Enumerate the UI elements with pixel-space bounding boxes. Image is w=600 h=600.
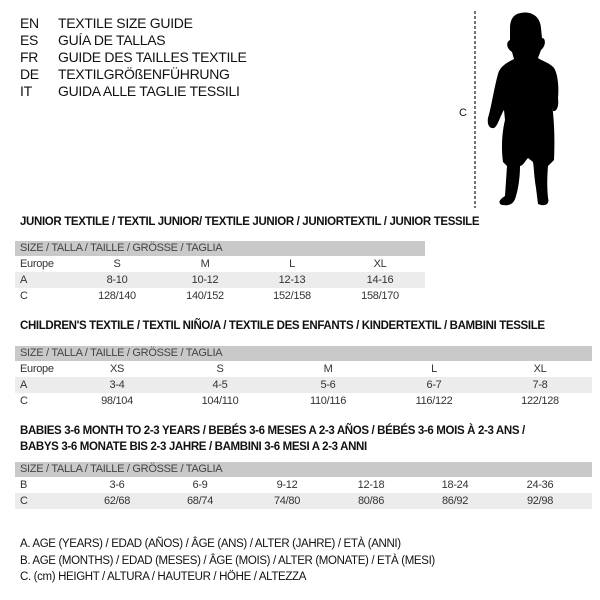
lang-code: DE — [20, 66, 39, 82]
table-row: C 62/68 68/74 74/80 80/86 86/92 92/98 — [15, 493, 592, 509]
size-header-band: SIZE / TALLA / TAILLE / GRÖSSE / TAGLIA — [15, 241, 425, 256]
children-size-table: SIZE / TALLA / TAILLE / GRÖSSE / TAGLIA E… — [15, 346, 592, 409]
row-label: A — [20, 274, 28, 286]
row-label: C — [20, 495, 28, 507]
table-cell: 140/152 — [186, 290, 224, 302]
table-row: Europe S M L XL — [15, 256, 425, 272]
table-cell: 86/92 — [441, 495, 469, 507]
title-text: GUIDA ALLE TAGLIE TESSILI — [58, 83, 240, 99]
row-label: B — [20, 479, 28, 491]
babies-size-table: SIZE / TALLA / TAILLE / GRÖSSE / TAGLIA B… — [15, 462, 592, 509]
table-cell: 158/170 — [361, 290, 399, 302]
table-cell: 104/110 — [201, 395, 239, 407]
table-cell: 9-12 — [276, 479, 298, 491]
size-header-band: SIZE / TALLA / TAILLE / GRÖSSE / TAGLIA — [15, 346, 592, 361]
table-row: A 3-4 4-5 5-6 6-7 7-8 — [15, 377, 592, 393]
table-cell: 128/140 — [98, 290, 136, 302]
height-label: C — [459, 107, 467, 119]
title-de: DE TEXTILGRÖßENFÜHRUNG — [20, 66, 230, 83]
table-cell: 122/128 — [521, 395, 559, 407]
size-header-band: SIZE / TALLA / TAILLE / GRÖSSE / TAGLIA — [15, 462, 592, 477]
table-cell: 10-12 — [191, 274, 219, 286]
row-label: Europe — [20, 258, 54, 270]
title-es: ES GUÍA DE TALLAS — [20, 32, 166, 49]
title-it: IT GUIDA ALLE TAGLIE TESSILI — [20, 83, 240, 100]
table-cell: 80/86 — [357, 495, 385, 507]
table-cell: S — [113, 258, 121, 270]
section-title-line: BABYS 3-6 MONATE BIS 2-3 JAHRE / BAMBINI… — [20, 441, 367, 453]
child-silhouette-icon — [474, 11, 559, 208]
table-cell: S — [216, 363, 224, 375]
table-cell: 110/116 — [309, 395, 347, 407]
table-cell: 6-7 — [426, 379, 442, 391]
table-cell: M — [323, 363, 333, 375]
row-label: C — [20, 290, 28, 302]
legend-a: A. AGE (YEARS) / EDAD (AÑOS) / ÂGE (ANS)… — [20, 538, 401, 550]
table-cell: 92/98 — [526, 495, 554, 507]
table-cell: XL — [373, 258, 387, 270]
table-row: B 3-6 6-9 9-12 12-18 18-24 24-36 — [15, 477, 592, 493]
table-cell: 74/80 — [273, 495, 301, 507]
lang-code: ES — [20, 32, 39, 48]
row-label: Europe — [20, 363, 54, 375]
table-cell: 12-13 — [278, 274, 306, 286]
lang-code: EN — [20, 15, 39, 31]
table-row: A 8-10 10-12 12-13 14-16 — [15, 272, 425, 288]
table-row: C 98/104 104/110 110/116 116/122 122/128 — [15, 393, 592, 409]
title-text: TEXTILE SIZE GUIDE — [58, 15, 193, 31]
table-cell: 68/74 — [186, 495, 214, 507]
table-cell: 8-10 — [106, 274, 128, 286]
table-cell: M — [200, 258, 210, 270]
table-cell: L — [431, 363, 437, 375]
row-label: A — [20, 379, 28, 391]
table-cell: XL — [533, 363, 547, 375]
table-cell: 116/122 — [415, 395, 453, 407]
table-cell: 3-4 — [109, 379, 125, 391]
section-title-line: BABIES 3-6 MONTH TO 2-3 YEARS / BEBÉS 3-… — [20, 425, 525, 437]
table-cell: 24-36 — [526, 479, 554, 491]
title-fr: FR GUIDE DES TAILLES TEXTILE — [20, 49, 247, 66]
lang-code: IT — [20, 83, 32, 99]
table-cell: 18-24 — [441, 479, 469, 491]
table-cell: 4-5 — [212, 379, 228, 391]
table-row: C 128/140 140/152 152/158 158/170 — [15, 288, 425, 304]
table-cell: XS — [109, 363, 125, 375]
table-cell: 7-8 — [532, 379, 548, 391]
lang-code: FR — [20, 49, 39, 65]
section-title-line: JUNIOR TEXTILE / TEXTIL JUNIOR/ TEXTILE … — [20, 216, 480, 228]
table-cell: 5-6 — [320, 379, 336, 391]
junior-section-title: JUNIOR TEXTILE / TEXTIL JUNIOR/ TEXTILE … — [20, 214, 480, 230]
title-en: EN TEXTILE SIZE GUIDE — [20, 15, 193, 32]
legend-b: B. AGE (MONTHS) / EDAD (MESES) / ÂGE (MO… — [20, 555, 435, 567]
babies-section-title: BABIES 3-6 MONTH TO 2-3 YEARS / BEBÉS 3-… — [20, 423, 525, 455]
title-text: TEXTILGRÖßENFÜHRUNG — [58, 66, 230, 82]
table-cell: L — [289, 258, 295, 270]
table-row: Europe XS S M L XL — [15, 361, 592, 377]
table-cell: 14-16 — [366, 274, 394, 286]
table-cell: 98/104 — [101, 395, 133, 407]
legend-c: C. (cm) HEIGHT / ALTURA / HAUTEUR / HÖHE… — [20, 571, 307, 583]
section-title-line: CHILDREN'S TEXTILE / TEXTIL NIÑO/A / TEX… — [20, 320, 545, 332]
table-cell: 12-18 — [357, 479, 385, 491]
children-section-title: CHILDREN'S TEXTILE / TEXTIL NIÑO/A / TEX… — [20, 318, 545, 334]
table-cell: 152/158 — [273, 290, 311, 302]
table-cell: 3-6 — [109, 479, 125, 491]
junior-size-table: SIZE / TALLA / TAILLE / GRÖSSE / TAGLIA E… — [15, 241, 425, 304]
table-cell: 62/68 — [103, 495, 131, 507]
title-text: GUIDE DES TAILLES TEXTILE — [58, 49, 247, 65]
row-label: C — [20, 395, 28, 407]
title-text: GUÍA DE TALLAS — [58, 32, 166, 48]
table-cell: 6-9 — [192, 479, 208, 491]
